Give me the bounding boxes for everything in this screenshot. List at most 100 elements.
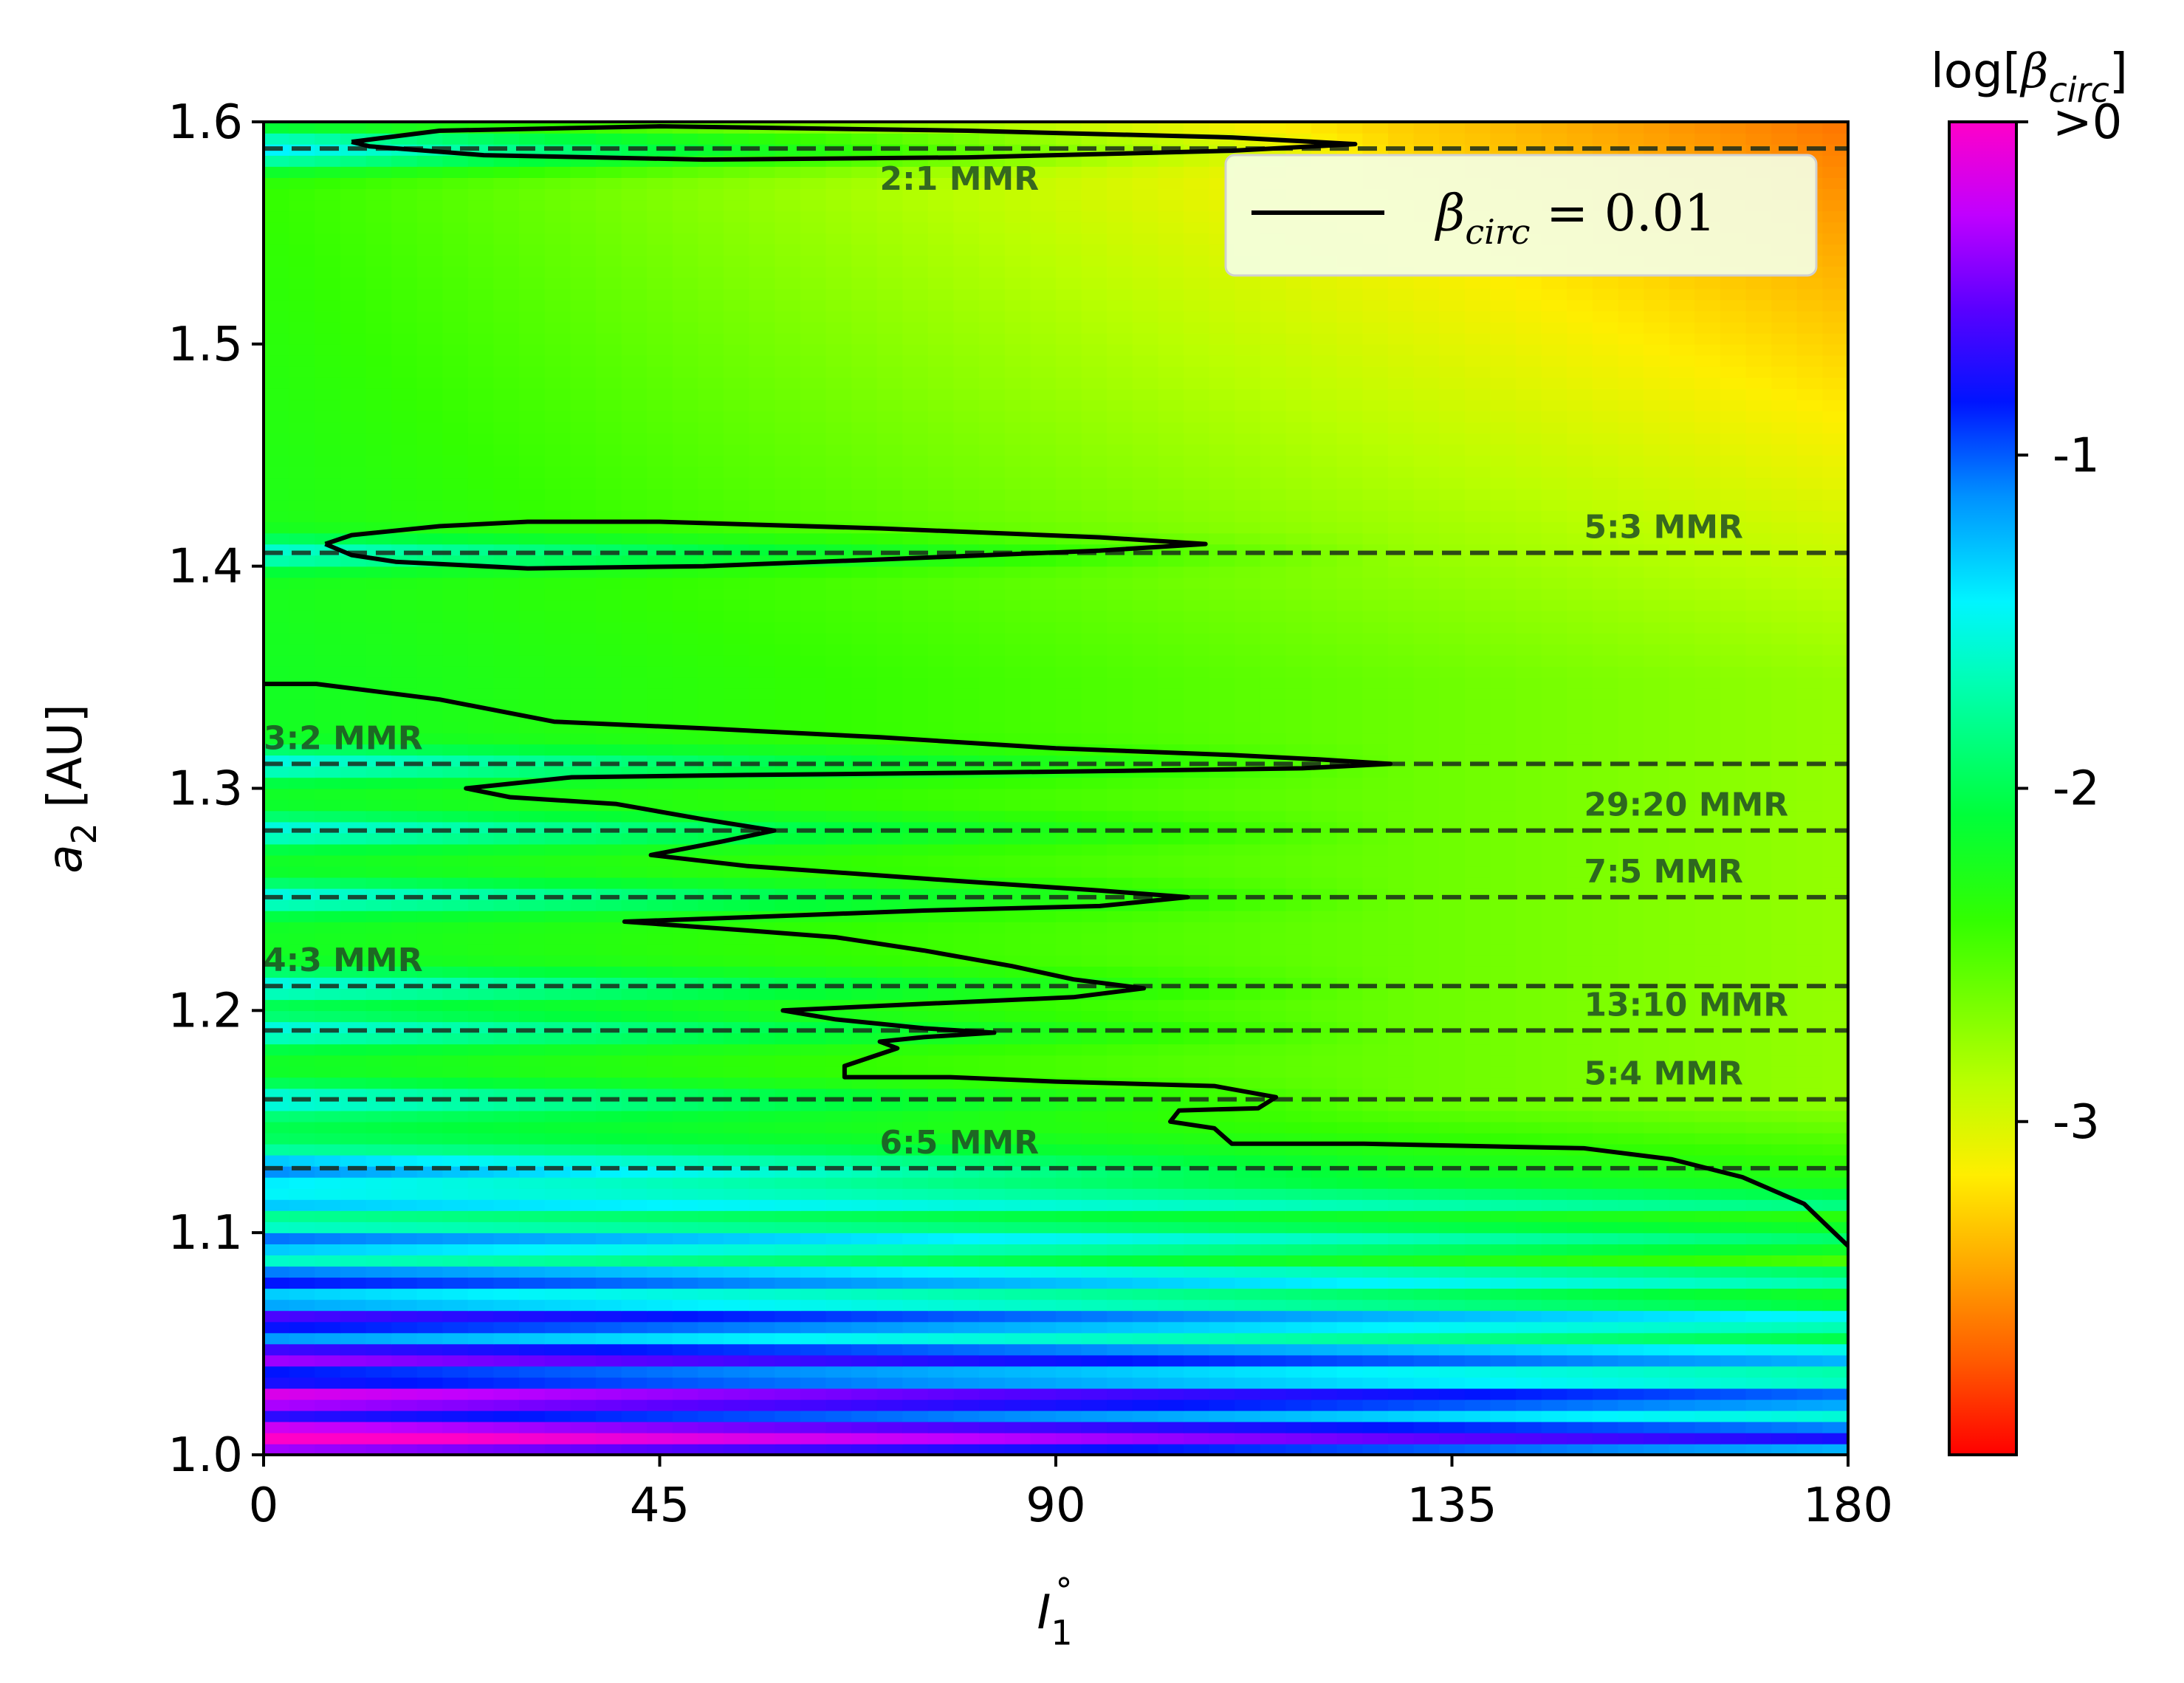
heatmap-cell — [953, 1010, 980, 1023]
heatmap-cell — [391, 588, 418, 600]
heatmap-cell — [1771, 699, 1798, 711]
heatmap-cell — [1822, 1266, 1848, 1278]
heatmap-cell — [493, 799, 520, 812]
heatmap-cell — [1056, 1288, 1082, 1300]
heatmap-cell — [672, 1255, 699, 1267]
heatmap-cell — [365, 1233, 392, 1244]
heatmap-cell — [1056, 777, 1082, 789]
heatmap-cell — [289, 854, 315, 867]
heatmap-cell — [1209, 1399, 1236, 1411]
heatmap-cell — [1209, 1332, 1236, 1345]
heatmap-cell — [1439, 577, 1466, 589]
heatmap-cell — [1567, 1343, 1593, 1356]
heatmap-cell — [1464, 1066, 1491, 1078]
heatmap-cell — [1490, 1421, 1517, 1433]
heatmap-cell — [416, 1032, 444, 1045]
heatmap-cell — [340, 1432, 367, 1444]
heatmap-cell — [825, 843, 852, 856]
heatmap-cell — [315, 1365, 341, 1378]
heatmap-cell — [544, 721, 571, 734]
heatmap-cell — [264, 933, 290, 945]
heatmap-cell — [1796, 1377, 1824, 1389]
heatmap-cell — [1644, 843, 1670, 856]
heatmap-cell — [724, 1444, 750, 1455]
heatmap-cell — [1439, 955, 1466, 967]
heatmap-cell — [1158, 1332, 1184, 1345]
heatmap-cell — [1388, 922, 1415, 933]
heatmap-cell — [724, 1032, 750, 1045]
heatmap-cell — [596, 1010, 622, 1023]
heatmap-cell — [365, 866, 392, 878]
heatmap-cell — [876, 988, 904, 1001]
heatmap-cell — [391, 1055, 418, 1067]
heatmap-cell — [749, 1088, 775, 1100]
heatmap-cell — [1592, 1399, 1619, 1411]
heatmap-cell — [1745, 1233, 1772, 1244]
heatmap-cell — [1285, 744, 1312, 756]
heatmap-cell — [467, 922, 495, 933]
heatmap-cell — [672, 1365, 699, 1378]
heatmap-cell — [749, 1432, 775, 1444]
heatmap-cell — [340, 644, 367, 656]
heatmap-cell — [1158, 721, 1184, 734]
heatmap-cell — [1796, 1066, 1824, 1078]
heatmap-cell — [442, 721, 469, 734]
heatmap-cell — [621, 1199, 648, 1211]
heatmap-cell — [493, 1444, 520, 1455]
heatmap-cell — [1618, 1210, 1644, 1222]
heatmap-cell — [1004, 1088, 1031, 1100]
heatmap-cell — [1413, 610, 1440, 623]
heatmap-cell — [570, 899, 597, 911]
heatmap-cell — [1209, 610, 1236, 623]
heatmap-cell — [416, 777, 444, 789]
heatmap-cell — [749, 1444, 775, 1455]
heatmap-cell — [1592, 1077, 1619, 1089]
heatmap-cell — [1720, 955, 1747, 967]
heatmap-cell — [1541, 777, 1567, 789]
heatmap-cell — [467, 766, 495, 778]
heatmap-cell — [902, 1343, 929, 1356]
heatmap-cell — [1209, 810, 1236, 823]
heatmap-cell — [1209, 699, 1236, 711]
heatmap-cell — [775, 1255, 801, 1267]
heatmap-cell — [1413, 999, 1440, 1012]
heatmap-cell — [1618, 1277, 1644, 1289]
heatmap-cell — [1004, 1210, 1031, 1222]
heatmap-cell — [800, 1388, 827, 1400]
heatmap-cell — [519, 1210, 546, 1222]
heatmap-cell — [1464, 1432, 1491, 1444]
heatmap-cell — [264, 1210, 290, 1222]
heatmap-cell — [1081, 1310, 1108, 1323]
heatmap-cell — [442, 810, 469, 823]
heatmap-cell — [621, 599, 648, 611]
heatmap-cell — [467, 1343, 495, 1356]
heatmap-cell — [493, 621, 520, 634]
heatmap-cell — [672, 1154, 699, 1167]
heatmap-cell — [1260, 1432, 1287, 1444]
heatmap-cell — [596, 933, 622, 945]
heatmap-cell — [902, 788, 929, 801]
heatmap-cell — [519, 1177, 546, 1189]
heatmap-cell — [416, 944, 444, 956]
heatmap-cell — [902, 866, 929, 878]
heatmap-cell — [544, 1099, 571, 1111]
heatmap-cell — [1132, 1055, 1159, 1067]
heatmap-cell — [1388, 588, 1415, 600]
heatmap-cell — [979, 1255, 1006, 1267]
heatmap-cell — [1771, 843, 1798, 856]
heatmap-cell — [1490, 699, 1517, 711]
heatmap-cell — [775, 632, 801, 645]
heatmap-cell — [672, 1110, 699, 1122]
heatmap-cell — [365, 1255, 392, 1267]
heatmap-cell — [698, 1410, 724, 1422]
heatmap-cell — [647, 1110, 673, 1122]
heatmap-cell — [1516, 1110, 1542, 1122]
heatmap-cell — [698, 1010, 724, 1023]
heatmap-cell — [1516, 733, 1542, 745]
heatmap-cell — [1132, 1066, 1159, 1078]
heatmap-cell — [876, 699, 904, 711]
heatmap-cell — [1158, 1299, 1184, 1312]
heatmap-cell — [749, 1354, 775, 1367]
heatmap-cell — [1567, 1266, 1593, 1278]
heatmap-cell — [698, 944, 724, 956]
